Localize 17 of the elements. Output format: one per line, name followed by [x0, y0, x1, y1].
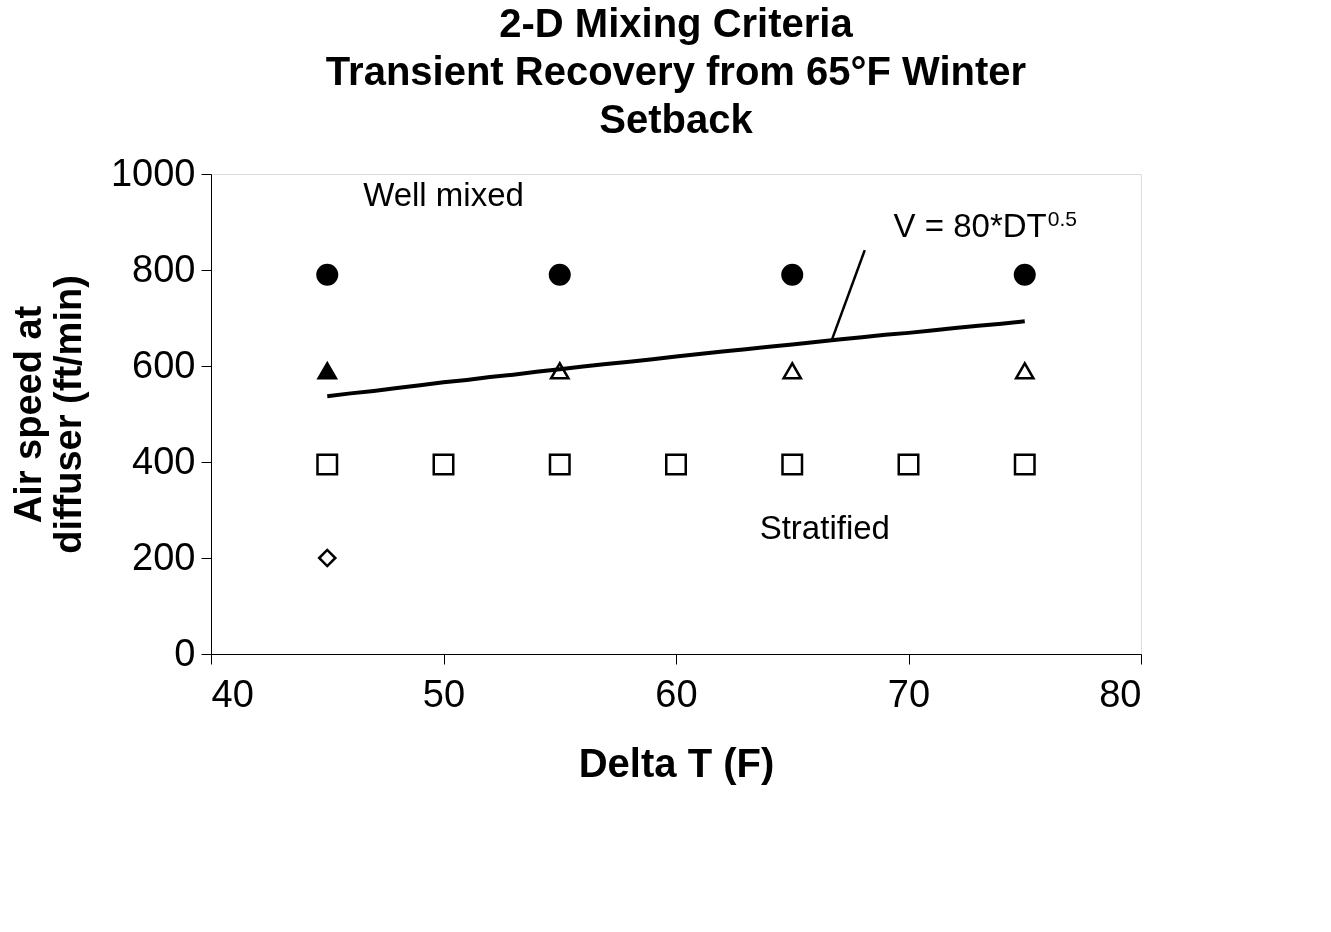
chart-subtitle: Transient Recovery from 65°F Winter Setback	[325, 49, 1027, 141]
x-tick-label: 60	[655, 672, 698, 715]
y-tick-label: 400	[132, 439, 196, 482]
annotation: Stratified	[759, 509, 890, 547]
x-tick-label: 50	[422, 672, 466, 715]
x-tick-label: 80	[1099, 672, 1142, 715]
y-tick-label: 1000	[110, 151, 196, 194]
y-axis-title: Air speed at diffuser (ft/min)	[6, 275, 89, 554]
y-tick-label: 200	[132, 535, 196, 578]
chart-title: 2-D Mixing Criteria	[499, 1, 854, 45]
y-tick-label: 800	[132, 247, 196, 290]
y-tick-label: 600	[132, 343, 196, 386]
y-tick-label: 0	[174, 631, 196, 674]
x-axis-title: Delta T (F)	[578, 740, 775, 785]
x-tick-label: 40	[211, 672, 254, 715]
x-tick-label: 70	[887, 672, 931, 715]
annotation: Well mixed	[363, 175, 524, 213]
